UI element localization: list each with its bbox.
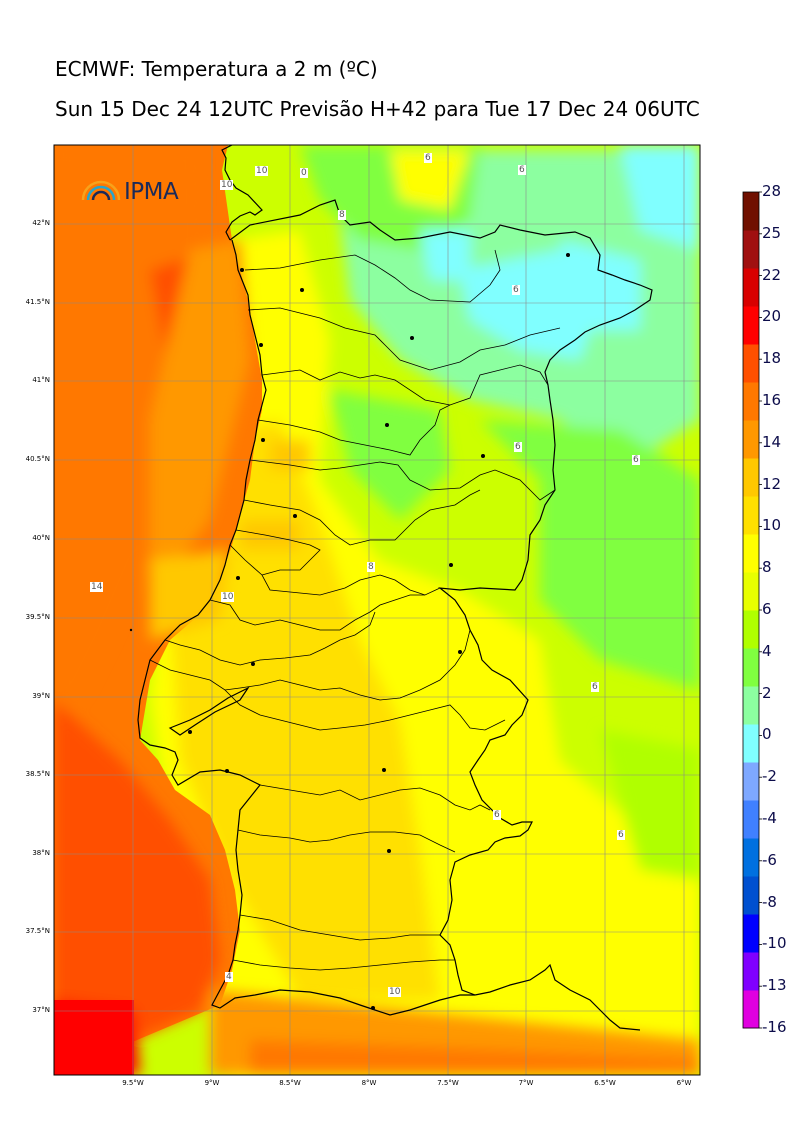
colorbar-segment xyxy=(743,344,759,383)
colorbar-segment xyxy=(743,382,759,421)
lon-label: 6.5°W xyxy=(594,1079,616,1087)
lat-label: 38°N xyxy=(32,849,50,857)
colorbar-label: 16 xyxy=(762,391,782,409)
colorbar-segment xyxy=(743,458,759,497)
contour-label: 8 xyxy=(338,210,346,220)
colorbar-segment xyxy=(743,420,759,459)
contour-label: 10 xyxy=(255,166,269,176)
colorbar-label: 8 xyxy=(762,558,772,577)
map-title: ECMWF: Temperatura a 2 m (ºC) xyxy=(55,57,378,81)
contour-label: 6 xyxy=(591,682,599,692)
graticule xyxy=(54,145,700,1075)
colorbar-segment xyxy=(743,572,759,611)
colorbar-label: 6 xyxy=(762,600,772,618)
contour-label: 4 xyxy=(225,972,233,982)
colorbar-label: 20 xyxy=(762,307,782,326)
district-borders xyxy=(149,249,561,971)
colorbar-segment xyxy=(743,610,759,649)
colorbar-segment xyxy=(743,230,759,269)
contour-label: 10 xyxy=(220,180,234,190)
contour-label: 6 xyxy=(617,830,625,840)
colorbar-segment xyxy=(743,648,759,687)
colorbar-label: 28 xyxy=(762,182,782,200)
rainbow-arcs-icon xyxy=(81,180,121,201)
lat-label: 38.5°N xyxy=(25,770,50,778)
colorbar-segment xyxy=(743,496,759,535)
colorbar-label: 2 xyxy=(762,683,772,702)
contour-label: 14 xyxy=(90,582,104,592)
lat-label: 42°N xyxy=(32,219,50,227)
lat-label: 41°N xyxy=(32,376,50,384)
lat-label: 37°N xyxy=(32,1006,50,1014)
lat-label: 40°N xyxy=(32,534,50,542)
colorbar-segment xyxy=(743,306,759,345)
colorbar-label: -16 xyxy=(762,1018,787,1036)
lat-label: 39°N xyxy=(32,692,50,700)
contour-label: 6 xyxy=(424,153,432,163)
colorbar-segment xyxy=(743,686,759,725)
contour-label: 0 xyxy=(300,168,308,178)
colorbar-label: 0 xyxy=(762,725,772,744)
colorbar-label: 22 xyxy=(762,265,782,284)
colorbar-segment xyxy=(743,724,759,763)
colorbar-segment xyxy=(743,268,759,307)
lon-label: 8°W xyxy=(361,1079,377,1087)
lon-label: 9.5°W xyxy=(122,1079,144,1087)
contour-label: 8 xyxy=(367,562,375,572)
colorbar-segment xyxy=(743,990,759,1029)
contour-label: 6 xyxy=(632,455,640,465)
lat-label: 39.5°N xyxy=(25,613,50,621)
lon-label: 7°W xyxy=(518,1079,534,1087)
lat-label: 37.5°N xyxy=(25,927,50,935)
colorbar-segment xyxy=(743,800,759,839)
temperature-field xyxy=(54,145,700,1075)
colorbar-segment xyxy=(743,952,759,991)
lat-label: 41.5°N xyxy=(25,298,50,306)
colorbar-label: -6 xyxy=(762,850,777,869)
lon-label: 7.5°W xyxy=(437,1079,459,1087)
lat-label: 40.5°N xyxy=(25,455,50,463)
contour-label: 6 xyxy=(493,810,501,820)
colorbar-label: -13 xyxy=(762,976,787,995)
portugal-border xyxy=(137,145,653,1031)
ipma-logo: IPMA xyxy=(124,179,179,205)
colorbar-segment xyxy=(743,534,759,573)
colorbar-label: 18 xyxy=(762,349,782,368)
colorbar-segment xyxy=(743,762,759,801)
colorbar-segment xyxy=(743,192,759,231)
colorbar-segment xyxy=(743,838,759,877)
colorbar-label: 14 xyxy=(762,432,782,451)
colorbar-label: 25 xyxy=(762,223,782,242)
contour-label: 10 xyxy=(388,987,402,997)
contour-label: 6 xyxy=(518,165,526,175)
contour-label: 6 xyxy=(512,285,520,295)
colorbar-label: 12 xyxy=(762,474,782,493)
contour-label: 6 xyxy=(514,442,522,452)
colorbar xyxy=(743,191,762,1029)
lon-label: 6°W xyxy=(676,1079,692,1087)
lon-label: 8.5°W xyxy=(279,1079,301,1087)
colorbar-label: 4 xyxy=(762,641,772,660)
lon-label: 9°W xyxy=(204,1079,220,1087)
city-markers xyxy=(129,253,570,1010)
colorbar-label: -4 xyxy=(762,809,777,827)
colorbar-label: 10 xyxy=(762,516,782,535)
colorbar-label: -8 xyxy=(762,892,777,911)
colorbar-label: -2 xyxy=(762,767,777,786)
map-frame xyxy=(53,144,701,1076)
colorbar-label: -10 xyxy=(762,934,787,953)
map-subtitle: Sun 15 Dec 24 12UTC Previsão H+42 para T… xyxy=(55,97,700,121)
colorbar-segment xyxy=(743,876,759,915)
colorbar-segment xyxy=(743,914,759,953)
contour-label: 10 xyxy=(221,592,235,602)
